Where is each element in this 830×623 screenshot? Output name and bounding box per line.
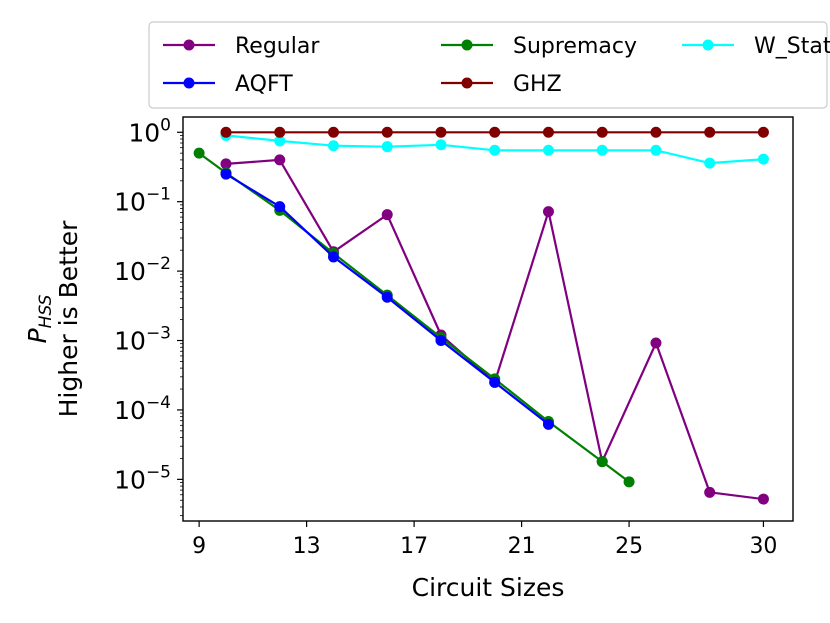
series-line-supremacy <box>198 152 630 483</box>
data-point-regular <box>542 206 554 218</box>
legend-swatch-marker <box>461 77 473 89</box>
data-point-ghz <box>757 126 769 138</box>
legend-label: W_State <box>754 34 830 59</box>
data-point-w-state <box>327 140 339 152</box>
x-tick-label: 17 <box>400 534 428 559</box>
y-axis-label-symbol: P <box>23 327 52 343</box>
legend-label: Regular <box>235 34 320 59</box>
legend-box <box>148 21 828 109</box>
y-tick-label: 10−4 <box>114 393 171 425</box>
y-axis: 100 10−1 10−2 10−3 10−4 10−5 <box>114 115 183 517</box>
data-point-w-state <box>381 141 393 153</box>
y-tick-label: 10−5 <box>114 462 171 494</box>
data-point-ghz <box>274 126 286 138</box>
legend-item-supremacy: Supremacy <box>441 34 637 59</box>
legend: Regular Supremacy W_State AQFT GHZ <box>148 21 830 109</box>
data-point-w-state <box>435 139 447 151</box>
legend-swatch-marker <box>183 77 195 89</box>
x-axis: 9 13 17 21 25 30 <box>192 521 777 559</box>
legend-swatch-marker <box>702 39 714 51</box>
data-point-w-state <box>757 153 769 165</box>
data-point-aqft <box>435 335 447 347</box>
y-tick-label: 10−3 <box>114 324 171 356</box>
data-point-w-state <box>274 135 286 147</box>
data-point-w-state <box>489 144 501 156</box>
legend-item-w-state: W_State <box>682 34 830 59</box>
data-point-regular <box>650 337 662 349</box>
data-point-ghz <box>542 126 554 138</box>
data-point-aqft <box>274 201 286 213</box>
data-point-ghz <box>704 126 716 138</box>
y-axis-label: PHSS Higher is Better <box>23 220 83 417</box>
data-point-ghz <box>650 126 662 138</box>
data-point-aqft <box>489 376 501 388</box>
data-point-aqft <box>381 291 393 303</box>
y-tick-label: 100 <box>128 115 171 147</box>
legend-item-ghz: GHZ <box>441 72 562 97</box>
svg-text:PHSS: PHSS <box>23 294 56 343</box>
data-point-ghz <box>381 126 393 138</box>
data-point-ghz <box>489 126 501 138</box>
legend-item-aqft: AQFT <box>163 72 293 97</box>
data-point-ghz <box>596 126 608 138</box>
data-point-ghz <box>327 126 339 138</box>
data-point-supremacy <box>623 476 635 488</box>
data-point-ghz <box>435 126 447 138</box>
data-point-w-state <box>650 144 662 156</box>
data-point-regular <box>381 209 393 221</box>
plot-frame <box>182 116 794 522</box>
data-point-regular <box>220 158 232 170</box>
y-tick-label: 10−2 <box>114 254 171 286</box>
data-point-regular <box>274 154 286 166</box>
x-tick-label: 25 <box>615 534 643 559</box>
data-point-w-state <box>704 157 716 169</box>
y-axis-label-line2: Higher is Better <box>54 220 83 417</box>
x-tick-label: 21 <box>508 534 536 559</box>
x-axis-label: Circuit Sizes <box>412 573 565 602</box>
data-point-aqft <box>220 168 232 180</box>
data-point-aqft <box>327 251 339 263</box>
data-point-w-state <box>596 144 608 156</box>
plot-area <box>182 116 794 522</box>
y-tick-label: 10−1 <box>114 185 171 217</box>
data-point-ghz <box>220 126 232 138</box>
legend-item-regular: Regular <box>163 34 320 59</box>
data-point-supremacy <box>193 147 205 159</box>
data-point-regular <box>704 486 716 498</box>
data-point-regular <box>757 493 769 505</box>
x-tick-label: 30 <box>749 534 777 559</box>
data-point-aqft <box>542 418 554 430</box>
x-tick-label: 9 <box>192 534 206 559</box>
x-tick-label: 13 <box>293 534 321 559</box>
legend-swatch-marker <box>183 39 195 51</box>
data-point-supremacy <box>596 456 608 468</box>
legend-label: Supremacy <box>513 34 637 59</box>
series-layer <box>193 126 769 505</box>
legend-swatch-marker <box>461 39 473 51</box>
legend-label: AQFT <box>235 72 293 97</box>
y-axis-label-subscript: HSS <box>36 294 56 328</box>
data-point-w-state <box>542 144 554 156</box>
legend-label: GHZ <box>513 72 562 97</box>
